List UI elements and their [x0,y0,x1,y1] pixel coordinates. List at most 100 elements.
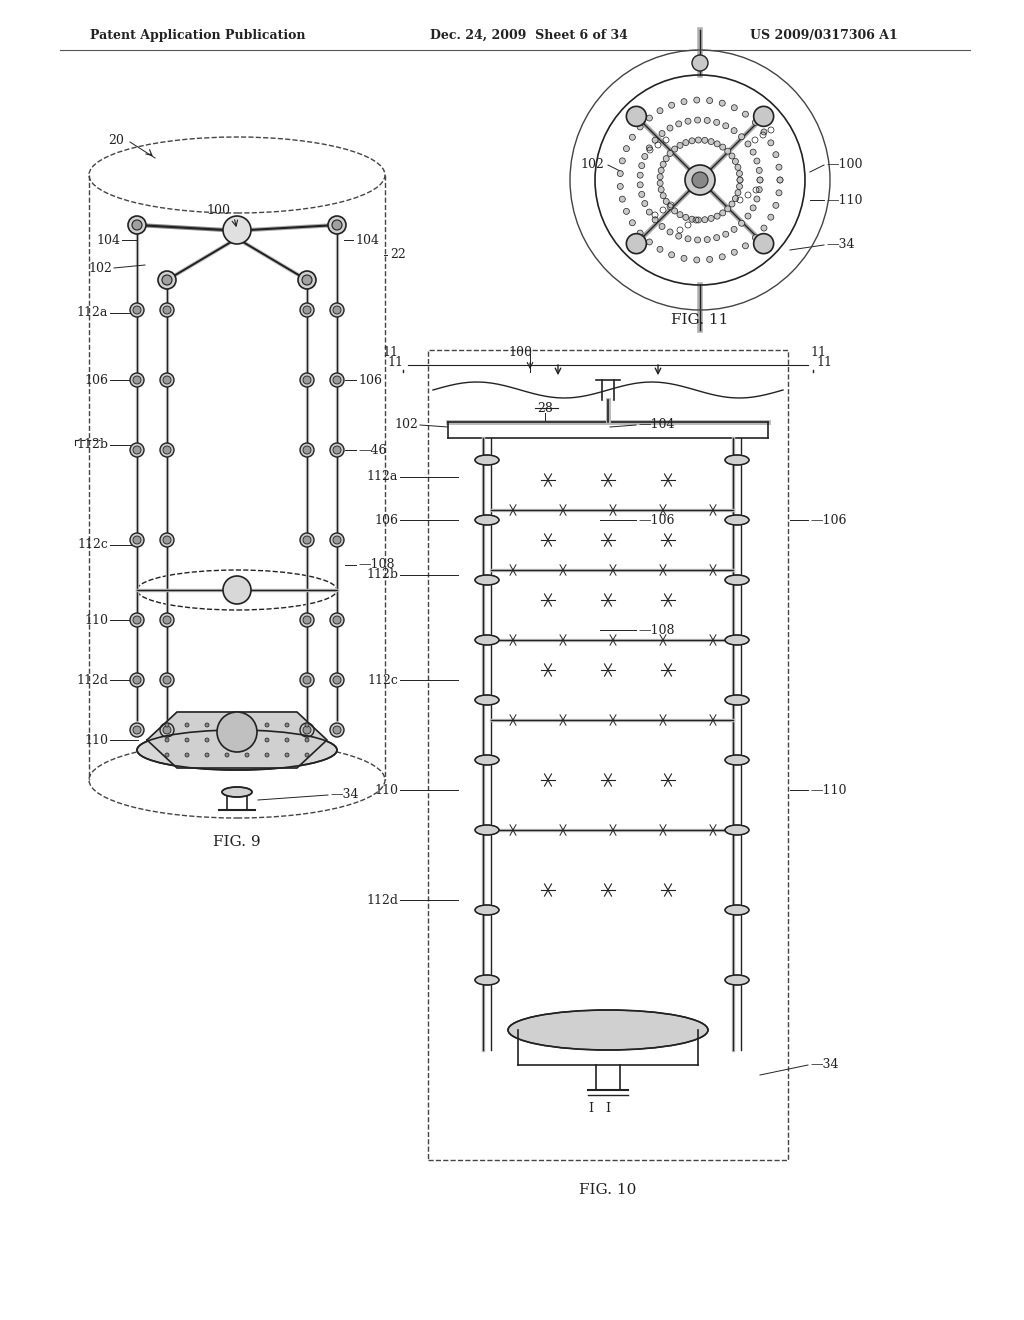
Circle shape [305,723,309,727]
Circle shape [163,376,171,384]
Circle shape [676,121,682,127]
Circle shape [165,723,169,727]
Circle shape [328,216,346,234]
Circle shape [683,140,689,145]
Circle shape [658,168,665,173]
Circle shape [300,304,314,317]
Circle shape [756,168,762,173]
Circle shape [637,182,643,187]
Circle shape [657,181,664,186]
Circle shape [225,723,229,727]
Circle shape [753,235,759,240]
Ellipse shape [725,635,749,645]
Ellipse shape [725,576,749,585]
Circle shape [714,213,720,219]
Circle shape [751,205,756,211]
Circle shape [617,183,624,190]
Ellipse shape [475,455,499,465]
Ellipse shape [725,696,749,705]
Circle shape [768,140,774,145]
Circle shape [637,230,643,236]
Circle shape [660,161,667,168]
Circle shape [677,143,683,148]
Circle shape [646,239,652,246]
Text: FIG. 11: FIG. 11 [672,313,729,327]
Circle shape [731,104,737,111]
Polygon shape [147,711,327,768]
Circle shape [225,738,229,742]
Ellipse shape [725,906,749,915]
Circle shape [285,738,289,742]
Circle shape [714,119,720,125]
Circle shape [646,145,652,150]
Circle shape [132,220,142,230]
Circle shape [333,306,341,314]
Circle shape [333,446,341,454]
Ellipse shape [475,515,499,525]
Circle shape [664,198,670,205]
Circle shape [217,711,257,752]
Circle shape [330,444,344,457]
Text: 112c: 112c [368,673,398,686]
Circle shape [163,446,171,454]
Text: 22: 22 [390,248,406,261]
Circle shape [731,226,737,232]
Circle shape [768,214,774,220]
Text: US 2009/0317306 A1: US 2009/0317306 A1 [750,29,898,41]
Circle shape [735,190,741,195]
Circle shape [677,211,683,218]
Circle shape [133,536,141,544]
Circle shape [667,150,673,157]
Circle shape [265,752,269,756]
Circle shape [685,236,691,242]
Circle shape [761,224,767,231]
Circle shape [300,444,314,457]
Circle shape [160,444,174,457]
Circle shape [742,243,749,249]
Circle shape [757,177,763,183]
Text: —34: —34 [826,239,854,252]
Text: FIG. 9: FIG. 9 [213,836,261,849]
Circle shape [732,158,738,165]
Ellipse shape [137,730,337,770]
Circle shape [300,612,314,627]
Text: —106: —106 [810,513,847,527]
Circle shape [745,141,751,147]
Circle shape [330,374,344,387]
Circle shape [163,616,171,624]
Text: 104: 104 [96,234,120,247]
Circle shape [160,673,174,686]
Circle shape [683,214,689,220]
Circle shape [731,128,737,133]
Circle shape [723,231,729,238]
Text: 106: 106 [374,513,398,527]
Circle shape [707,256,713,263]
Circle shape [776,164,782,170]
Text: —104: —104 [638,418,675,432]
Text: —110: —110 [810,784,847,796]
Circle shape [639,162,645,169]
Text: —34: —34 [330,788,358,801]
Text: 11: 11 [382,346,398,359]
Circle shape [133,726,141,734]
Text: 28: 28 [537,401,553,414]
Circle shape [657,174,664,180]
Circle shape [617,170,624,177]
Circle shape [298,271,316,289]
Circle shape [725,148,731,154]
Circle shape [223,216,251,244]
Circle shape [672,209,678,214]
Text: —108: —108 [638,623,675,636]
Ellipse shape [725,755,749,766]
Circle shape [637,124,643,129]
Text: 112a: 112a [77,306,108,319]
Text: Patent Application Publication: Patent Application Publication [90,29,305,41]
Circle shape [658,186,665,193]
Ellipse shape [475,755,499,766]
Text: —34: —34 [810,1059,839,1072]
Ellipse shape [725,825,749,836]
Circle shape [300,533,314,546]
Circle shape [163,536,171,544]
Circle shape [133,446,141,454]
Circle shape [685,165,715,195]
